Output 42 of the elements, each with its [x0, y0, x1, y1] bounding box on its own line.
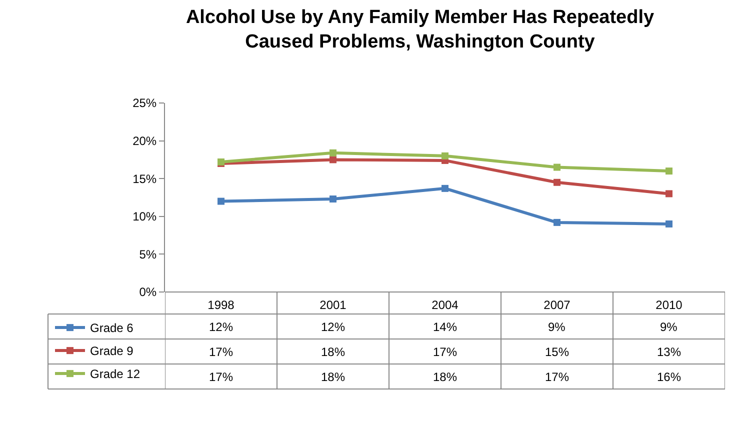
point	[554, 164, 560, 171]
data-label: 9%	[548, 320, 566, 334]
y-tick-label: 20%	[132, 134, 157, 148]
point	[330, 149, 336, 156]
data-label: 17%	[209, 370, 234, 384]
point	[330, 156, 336, 164]
data-label: 12%	[321, 320, 346, 334]
point	[218, 198, 224, 205]
point	[554, 178, 560, 186]
point	[666, 168, 672, 175]
data-label: 9%	[660, 320, 678, 334]
x-tick-label: 2001	[320, 298, 347, 312]
x-tick-label: 2007	[544, 298, 571, 312]
x-tick-label: 2010	[656, 298, 683, 312]
y-tick-label: 5%	[139, 247, 157, 262]
data-label: 17%	[545, 370, 570, 384]
data-label: 18%	[321, 345, 346, 359]
point	[330, 196, 336, 203]
data-label: 17%	[433, 345, 458, 359]
data-label: 18%	[321, 370, 346, 384]
point	[442, 152, 448, 160]
data-label: 13%	[657, 345, 682, 359]
chart-title: Alcohol Use by Any Family Member Has Repeatedly Caused Problems, Washington County	[186, 6, 654, 52]
y-tick-label: 0%	[139, 285, 157, 300]
y-tick-label: 25%	[132, 96, 157, 110]
data-label: 14%	[433, 320, 458, 334]
legend-label: Grade 6	[90, 321, 134, 336]
point	[666, 190, 672, 198]
data-label: 12%	[209, 320, 234, 334]
y-tick-label: 10%	[132, 210, 157, 224]
point	[666, 220, 672, 228]
point	[554, 218, 560, 226]
data-label: 18%	[433, 370, 458, 384]
data-label: 16%	[657, 370, 682, 384]
data-label: 15%	[545, 345, 570, 359]
legend-label: Grade 12	[90, 367, 140, 382]
point	[442, 184, 448, 192]
data-label: 17%	[209, 345, 234, 359]
x-tick-label: 2004	[432, 298, 459, 312]
y-tick-label: 15%	[132, 172, 157, 186]
x-tick-label: 1998	[208, 298, 235, 312]
legend-label: Grade 9	[90, 344, 134, 358]
